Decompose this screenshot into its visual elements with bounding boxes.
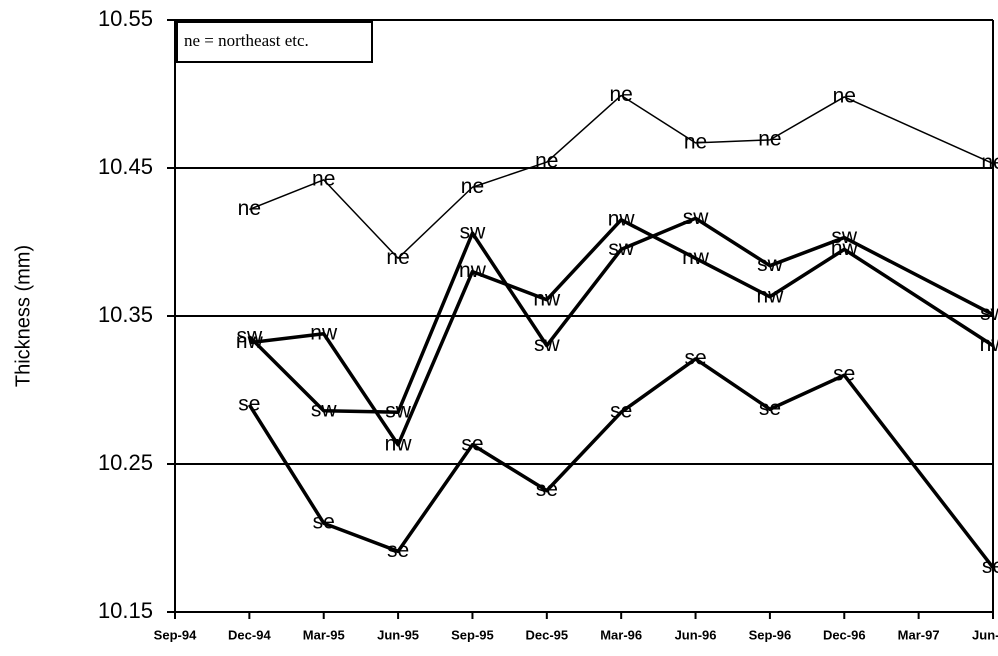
point-label: nw — [459, 259, 487, 282]
point-label: sw — [460, 221, 487, 244]
series-line — [249, 218, 994, 447]
point-label: nw — [310, 321, 338, 344]
y-tick-label: 10.25 — [98, 450, 153, 475]
x-tick-label: Jun-95 — [377, 627, 419, 642]
point-label: nw — [236, 330, 264, 353]
point-label: sw — [311, 398, 338, 421]
point-label: se — [610, 400, 632, 423]
x-tick-label: Sep-95 — [451, 627, 494, 642]
point-label: sw — [831, 225, 858, 248]
point-label: nw — [533, 287, 561, 310]
x-tick-label: Sep-94 — [154, 627, 197, 642]
x-tick-label: Sep-96 — [749, 627, 792, 642]
point-label: nw — [608, 207, 636, 230]
point-label: se — [461, 432, 483, 455]
series-line — [247, 357, 995, 569]
point-label: se — [313, 511, 335, 534]
point-label: sw — [757, 253, 784, 276]
annotation: ne = northeast etc. — [184, 31, 309, 50]
point-label: sw — [534, 333, 561, 356]
point-label: sw — [385, 400, 412, 423]
point-label: sw — [683, 206, 710, 229]
point-label: se — [238, 392, 260, 415]
point-label: sw — [608, 237, 635, 260]
point-label: sw — [980, 302, 998, 325]
point-label: ne — [312, 167, 335, 190]
point-label: nw — [980, 333, 998, 356]
point-label: se — [536, 478, 558, 501]
point-label: ne — [610, 83, 633, 106]
point-label: se — [759, 397, 781, 420]
point-label: se — [387, 539, 409, 562]
x-tick-label: Dec-96 — [823, 627, 866, 642]
x-tick-label: Jun-97 — [972, 627, 998, 642]
point-label: se — [684, 346, 706, 369]
point-label: nw — [682, 246, 710, 269]
point-label: nw — [385, 432, 413, 455]
y-axis-label: Thickness (mm) — [12, 245, 34, 387]
x-tick-label: Mar-95 — [303, 627, 345, 642]
point-label: ne — [981, 151, 998, 174]
point-label: sw — [237, 324, 264, 347]
point-label: ne — [535, 150, 558, 173]
point-label: ne — [758, 127, 781, 150]
y-tick-label: 10.55 — [98, 6, 153, 31]
x-tick-label: Jun-96 — [675, 627, 717, 642]
series-line — [248, 216, 994, 414]
point-label: ne — [684, 130, 707, 153]
point-label: ne — [461, 175, 484, 198]
y-tick-label: 10.35 — [98, 302, 153, 327]
series-line — [249, 94, 994, 260]
x-tick-label: Mar-96 — [600, 627, 642, 642]
point-label: ne — [833, 85, 856, 108]
point-label: nw — [756, 284, 784, 307]
y-tick-label: 10.15 — [98, 598, 153, 623]
point-label: ne — [238, 197, 261, 220]
x-tick-label: Mar-97 — [898, 627, 940, 642]
x-tick-label: Dec-94 — [228, 627, 271, 642]
point-label: se — [982, 555, 998, 578]
point-label: se — [833, 363, 855, 386]
x-tick-label: Dec-95 — [525, 627, 568, 642]
y-tick-label: 10.45 — [98, 154, 153, 179]
point-label: ne — [386, 246, 409, 269]
annotation-box — [176, 21, 373, 63]
